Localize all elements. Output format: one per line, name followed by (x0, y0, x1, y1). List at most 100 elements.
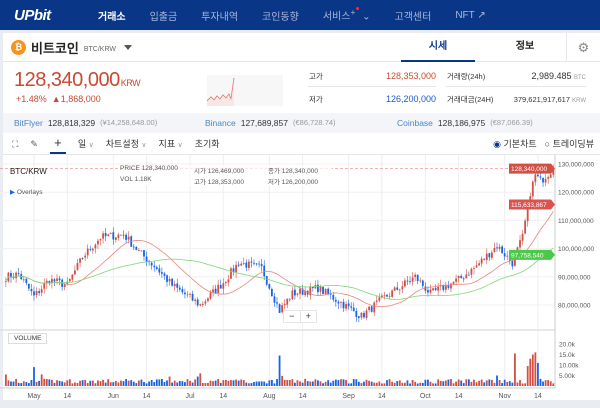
volume-bar (549, 381, 552, 386)
zoom-in-button[interactable]: + (299, 311, 317, 322)
basic-chart-label: 기본차트 (503, 139, 537, 149)
volume-tick-label: 10.00k (559, 363, 579, 370)
candle-body (352, 307, 355, 312)
nav-services[interactable]: 서비스+ ⌄ (322, 7, 371, 23)
upbit-logo[interactable]: UPbit (14, 6, 51, 24)
coin-selector[interactable]: ₿ 비트코인 BTC/KRW (11, 33, 132, 62)
current-price-tag (509, 163, 555, 174)
nav-services-label: 서비스 (322, 11, 351, 23)
volume-bar (20, 383, 23, 386)
volume-bar (56, 380, 58, 386)
high-row: 고가 128,353,000 (309, 71, 436, 82)
volume-bar (247, 383, 250, 386)
volume-tick-label: 5.00k (559, 373, 576, 380)
volume-bar (140, 379, 143, 386)
nav-exchange[interactable]: 거래소 (98, 11, 126, 23)
zoom-out-button[interactable]: − (289, 311, 295, 321)
candle-body (475, 265, 478, 268)
exchange-name[interactable]: Coinbase (397, 118, 433, 128)
candle-body (365, 310, 368, 318)
volume-bar (76, 382, 79, 386)
volume-bar (38, 380, 41, 386)
time-tick-label: 14 (455, 393, 463, 400)
volume-bar (94, 383, 97, 386)
chevron-down-icon: ∨ (88, 142, 94, 149)
candle-body (462, 278, 465, 280)
candle-body (163, 273, 166, 276)
nav-coin-trends[interactable]: 코인동향 (262, 11, 299, 23)
legend-value: 1.18K (134, 176, 152, 183)
pencil-icon[interactable]: ✎ (30, 139, 38, 149)
volume-bar (503, 379, 506, 386)
volume-bar (17, 382, 20, 386)
volume-bar (222, 380, 225, 386)
candle-body (258, 263, 261, 265)
candle-body (434, 288, 437, 291)
volume-bar (516, 382, 519, 386)
radio-unchecked-icon: ○ (544, 139, 551, 149)
candle-body (127, 236, 130, 240)
volume-bar (478, 380, 480, 386)
radio-checked-icon: ◉ (493, 139, 501, 149)
volume-bar (386, 380, 388, 386)
volume-bar (163, 381, 166, 386)
volume-bar (209, 380, 212, 386)
ma-long-value-label: 97,758,540 (511, 252, 544, 259)
indicators-dropdown[interactable]: 지표 ∨ (159, 133, 183, 157)
price-chart[interactable]: 80,000,000 90,000,000 100,000,000 110,000,0… (0, 155, 600, 408)
volume-bar (137, 380, 140, 386)
zoom-controls: − + (283, 310, 317, 323)
volume-bar (411, 380, 414, 386)
nav-deposit[interactable]: 입출금 (149, 11, 178, 23)
candle-body (45, 280, 48, 284)
candle-body (460, 275, 463, 278)
nav-support[interactable]: 고객센터 (394, 11, 432, 23)
candle-body (222, 283, 225, 289)
fullscreen-icon[interactable]: ⛶ (12, 139, 19, 149)
basic-chart-radio[interactable]: ◉ 기본차트 (493, 133, 537, 155)
candle-body (498, 246, 501, 249)
candle-body (143, 250, 145, 257)
candle-body (322, 287, 324, 294)
volume-bar (398, 380, 401, 386)
gear-icon[interactable]: ⚙ (566, 33, 600, 62)
volume-bar (255, 381, 258, 386)
candle-body (278, 304, 281, 313)
reset-button[interactable]: 초기화 (194, 139, 220, 149)
volume-bar (227, 380, 230, 386)
amount-value: 379,621,917,617 KRW (514, 95, 586, 104)
volume-bar (79, 380, 81, 386)
tradingview-radio[interactable]: ○ 트레이딩뷰 (545, 133, 594, 155)
amount-unit: KRW (572, 98, 586, 104)
coin-select-caret-icon[interactable] (124, 45, 132, 50)
exchange-name[interactable]: Binance (205, 118, 236, 128)
crosshair-icon[interactable]: + (49, 133, 66, 154)
price-tick-label: 130,000,000 (558, 162, 595, 169)
volume-bar (304, 378, 307, 386)
volume-bar (514, 353, 516, 386)
exchange-name[interactable]: BitFlyer (14, 118, 43, 128)
volume-bar (534, 352, 537, 386)
chart-settings-dropdown[interactable]: 차트설정 ∨ (106, 133, 147, 157)
nav-nft[interactable]: NFT ↗ (455, 9, 486, 21)
tab-info[interactable]: 정보 (515, 41, 535, 52)
nav-investments[interactable]: 투자내역 (201, 11, 239, 23)
candle-body (427, 290, 429, 293)
volume-bar (434, 383, 437, 386)
candlestick-chart-svg[interactable]: 80,000,000 90,000,000 100,000,000 110,000,0… (0, 155, 600, 408)
interval-dropdown[interactable]: 일 ∨ (78, 133, 94, 157)
volume-tick-label: 20.0k (559, 342, 576, 349)
candle-body (411, 277, 414, 282)
candle-body (447, 284, 450, 288)
candle-body (276, 302, 278, 304)
candle-body (104, 232, 107, 237)
volume-bar (245, 382, 248, 386)
candle-body (102, 233, 104, 239)
candle-body (404, 280, 406, 287)
tab-quote[interactable]: 시세 (401, 33, 475, 62)
candle-body (30, 289, 33, 292)
overlays-toggle[interactable]: ▶ Overlays (10, 188, 42, 196)
volume-bar (135, 383, 138, 386)
volume-bar (483, 382, 486, 386)
volume-bar (130, 380, 133, 386)
